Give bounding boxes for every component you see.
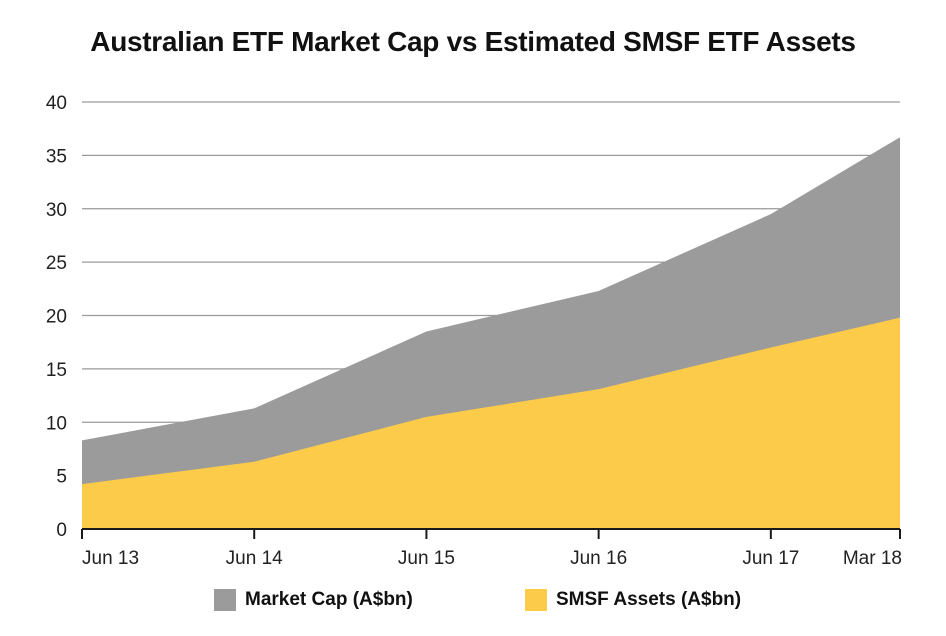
legend-item-market-cap: Market Cap (A$bn) bbox=[214, 585, 413, 615]
y-tick-label-10: 10 bbox=[46, 413, 67, 434]
legend-label-market-cap: Market Cap (A$bn) bbox=[245, 589, 413, 610]
y-tick-label-40: 40 bbox=[46, 93, 67, 114]
data-areas bbox=[82, 137, 900, 530]
tick-labels: 0 5 10 15 20 25 30 35 40 Jun 13 Jun 14 Jun 15 Jun 16… bbox=[46, 93, 902, 569]
y-tick-label-35: 35 bbox=[46, 146, 67, 167]
legend-swatch-smsf-assets bbox=[525, 589, 547, 611]
x-tick-label-3: Jun 16 bbox=[570, 548, 627, 569]
axes bbox=[81, 528, 901, 539]
y-tick-label-30: 30 bbox=[46, 200, 67, 221]
y-tick-label-5: 5 bbox=[56, 467, 67, 488]
x-tick-label-5: Mar 18 bbox=[843, 548, 902, 569]
y-tick-label-20: 20 bbox=[46, 307, 67, 328]
area-smsf-assets-a-bn bbox=[82, 317, 900, 529]
x-tick-label-4: Jun 17 bbox=[742, 548, 799, 569]
legend-item-smsf-assets: SMSF Assets (A$bn) bbox=[525, 585, 741, 615]
legend-swatch-market-cap bbox=[214, 589, 236, 611]
y-tick-label-25: 25 bbox=[46, 253, 67, 274]
y-tick-label-15: 15 bbox=[46, 360, 67, 381]
y-tick-label-0: 0 bbox=[56, 520, 67, 541]
x-tick-label-0: Jun 13 bbox=[82, 548, 139, 569]
chart-title: Australian ETF Market Cap vs Estimated S… bbox=[90, 26, 856, 57]
legend-label-smsf-assets: SMSF Assets (A$bn) bbox=[556, 589, 742, 610]
x-tick-label-2: Jun 15 bbox=[398, 548, 455, 569]
x-tick-label-1: Jun 14 bbox=[226, 548, 283, 569]
